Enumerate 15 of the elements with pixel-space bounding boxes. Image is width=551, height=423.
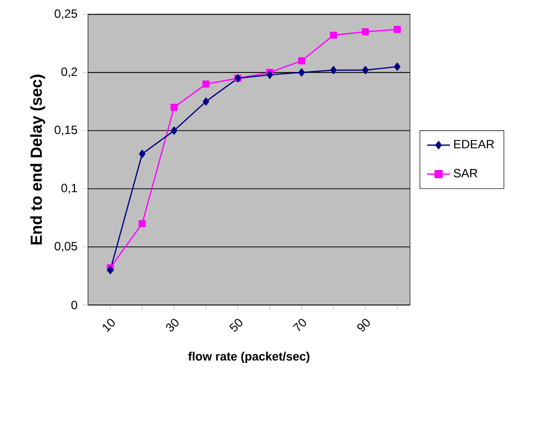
x-axis-title: flow rate (packet/sec) [188, 352, 310, 363]
y-tick-label: 0,2 [61, 67, 77, 78]
y-tick-label: 0,15 [54, 126, 78, 136]
x-tick-label: 90 [357, 318, 370, 332]
x-tick-label: 30 [166, 318, 179, 332]
x-tick-label: 50 [229, 318, 242, 332]
y-tick-label: 0,1 [61, 184, 78, 194]
x-tick-label: 70 [292, 318, 306, 332]
y-tick-label: 0,05 [54, 242, 78, 252]
y-tick-label: 0,25 [54, 9, 78, 20]
x-tick-label: 10 [102, 318, 115, 332]
y-axis-title: End to end Delay (sec) [30, 74, 46, 244]
y-tick-label: 0 [71, 300, 78, 310]
legend-label: SAR [454, 168, 478, 178]
legend-label: EDEAR [454, 140, 494, 148]
